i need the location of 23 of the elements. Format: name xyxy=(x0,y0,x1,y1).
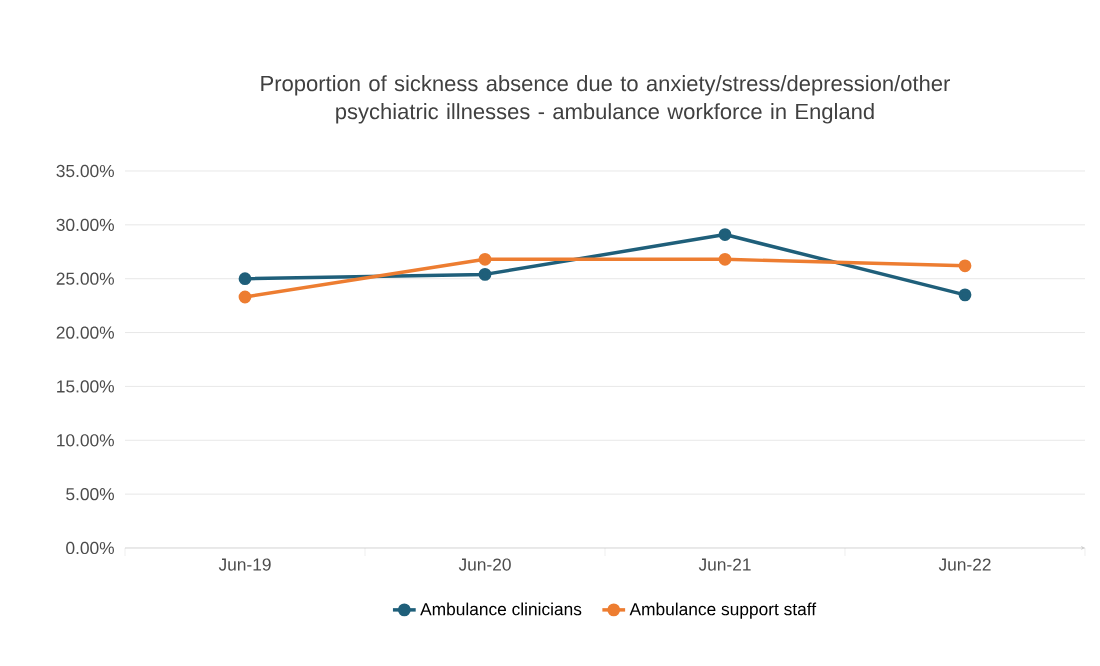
y-tick-label: 35.00% xyxy=(56,164,114,178)
point xyxy=(238,290,252,304)
point xyxy=(718,228,732,241)
point xyxy=(478,252,492,266)
point xyxy=(958,259,972,273)
legend-label: Ambulance clinicians xyxy=(420,602,582,616)
point xyxy=(238,272,252,286)
x-tick-label: Jun-19 xyxy=(218,558,271,571)
x-tick-label: Jun-22 xyxy=(938,558,991,571)
y-tick-label: 5.00% xyxy=(66,487,114,501)
chart-title: Proportion of sickness absence due to anxiety/stress/depression/other psychiatric illnesses - ambulance workforce in England xyxy=(261,75,950,124)
y-tick-label: 25.00% xyxy=(56,272,114,285)
x-tick-label: Jun-21 xyxy=(698,558,751,571)
y-tick-label: 20.00% xyxy=(56,326,114,339)
point xyxy=(958,288,972,302)
y-tick-label: 15.00% xyxy=(57,380,114,393)
y-tick-label: 0.00% xyxy=(66,541,114,555)
y-tick-label: 30.00% xyxy=(56,218,114,231)
point xyxy=(718,252,732,266)
x-tick-label: Jun-20 xyxy=(458,558,511,571)
point xyxy=(478,267,492,281)
legend-label: Ambulance support staff xyxy=(629,602,817,619)
y-tick-label: 10.00% xyxy=(57,434,114,447)
